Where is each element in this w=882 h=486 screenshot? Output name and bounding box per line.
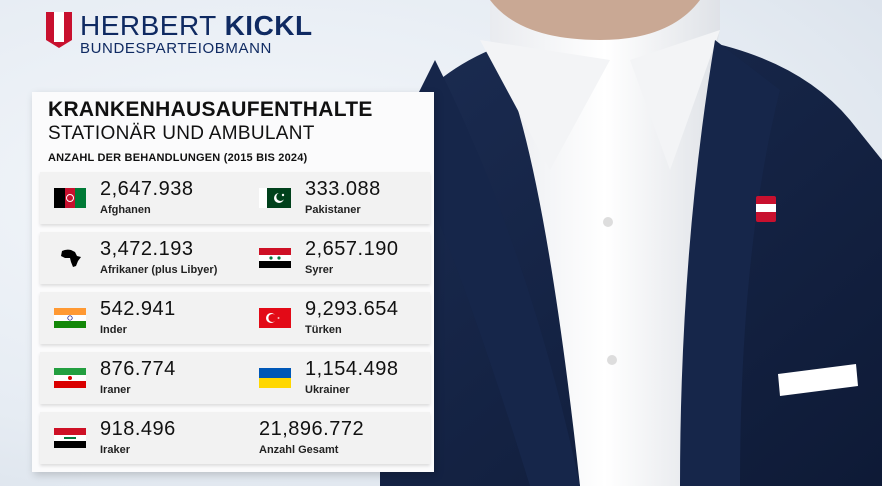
stat-value: 3,472.193 bbox=[100, 238, 194, 260]
card-title: KRANKENHAUSAUFENTHALTE bbox=[48, 98, 373, 121]
stat-total: 21,896.772 Anzahl Gesamt bbox=[245, 412, 440, 464]
stat-ukrainer: 1,154.498 Ukrainer bbox=[245, 352, 440, 404]
stat-value: 2,647.938 bbox=[100, 178, 194, 200]
stat-value: 542.941 bbox=[100, 298, 176, 320]
list-item: 876.774 Iraner 1,154.498 Ukrainer bbox=[40, 352, 430, 404]
total-label: Anzahl Gesamt bbox=[259, 444, 339, 456]
brand-subtitle: BUNDESPARTEIOBMANN bbox=[80, 40, 272, 57]
stat-label: Iraner bbox=[100, 384, 131, 396]
list-item: 918.496 Iraker 21,896.772 Anzahl Gesamt bbox=[40, 412, 430, 464]
stat-value: 876.774 bbox=[100, 358, 176, 380]
stat-value: 1,154.498 bbox=[305, 358, 399, 380]
statistics-list: 2,647.938 Afghanen 333.088 Pakistaner bbox=[40, 172, 430, 472]
stat-value: 333.088 bbox=[305, 178, 381, 200]
africa-map-icon bbox=[61, 249, 81, 267]
stat-label: Afrikaner (plus Libyer) bbox=[100, 264, 218, 276]
stat-label: Türken bbox=[305, 324, 342, 336]
stat-pakistaner: 333.088 Pakistaner bbox=[245, 172, 440, 224]
iran-flag-icon bbox=[54, 368, 86, 388]
turkey-flag-icon bbox=[259, 308, 291, 328]
stat-iraner: 876.774 Iraner bbox=[40, 352, 235, 404]
stat-tuerken: 9,293.654 Türken bbox=[245, 292, 440, 344]
pakistan-flag-icon bbox=[259, 188, 291, 208]
card-caption: ANZAHL DER BEHANDLUNGEN (2015 BIS 2024) bbox=[48, 152, 308, 164]
stat-afrikaner: 3,472.193 Afrikaner (plus Libyer) bbox=[40, 232, 235, 284]
total-value: 21,896.772 bbox=[259, 418, 365, 440]
person-photo bbox=[380, 0, 882, 486]
stat-label: Ukrainer bbox=[305, 384, 350, 396]
stat-syrer: 2,657.190 Syrer bbox=[245, 232, 440, 284]
list-item: 2,647.938 Afghanen 333.088 Pakistaner bbox=[40, 172, 430, 224]
stat-label: Inder bbox=[100, 324, 127, 336]
list-item: 3,472.193 Afrikaner (plus Libyer) 2,657.… bbox=[40, 232, 430, 284]
stat-value: 9,293.654 bbox=[305, 298, 399, 320]
austria-flag-logo-icon bbox=[46, 12, 72, 48]
stat-afghanen: 2,647.938 Afghanen bbox=[40, 172, 235, 224]
brand-name: HERBERT KICKL bbox=[80, 10, 313, 41]
stat-label: Afghanen bbox=[100, 204, 151, 216]
stat-iraker: 918.496 Iraker bbox=[40, 412, 235, 464]
stat-inder: 542.941 Inder bbox=[40, 292, 235, 344]
stat-label: Iraker bbox=[100, 444, 130, 456]
afghanistan-flag-icon bbox=[54, 188, 86, 208]
statistics-card: KRANKENHAUSAUFENTHALTE STATIONÄR UND AMB… bbox=[32, 92, 434, 472]
syria-flag-icon bbox=[259, 248, 291, 268]
stat-value: 2,657.190 bbox=[305, 238, 399, 260]
stat-label: Syrer bbox=[305, 264, 334, 276]
list-item: 542.941 Inder 9,293.654 Türken bbox=[40, 292, 430, 344]
stat-label: Pakistaner bbox=[305, 204, 361, 216]
card-subtitle: STATIONÄR UND AMBULANT bbox=[48, 123, 315, 144]
iraq-flag-icon bbox=[54, 428, 86, 448]
stat-value: 918.496 bbox=[100, 418, 176, 440]
ukraine-flag-icon bbox=[259, 368, 291, 388]
india-flag-icon bbox=[54, 308, 86, 328]
